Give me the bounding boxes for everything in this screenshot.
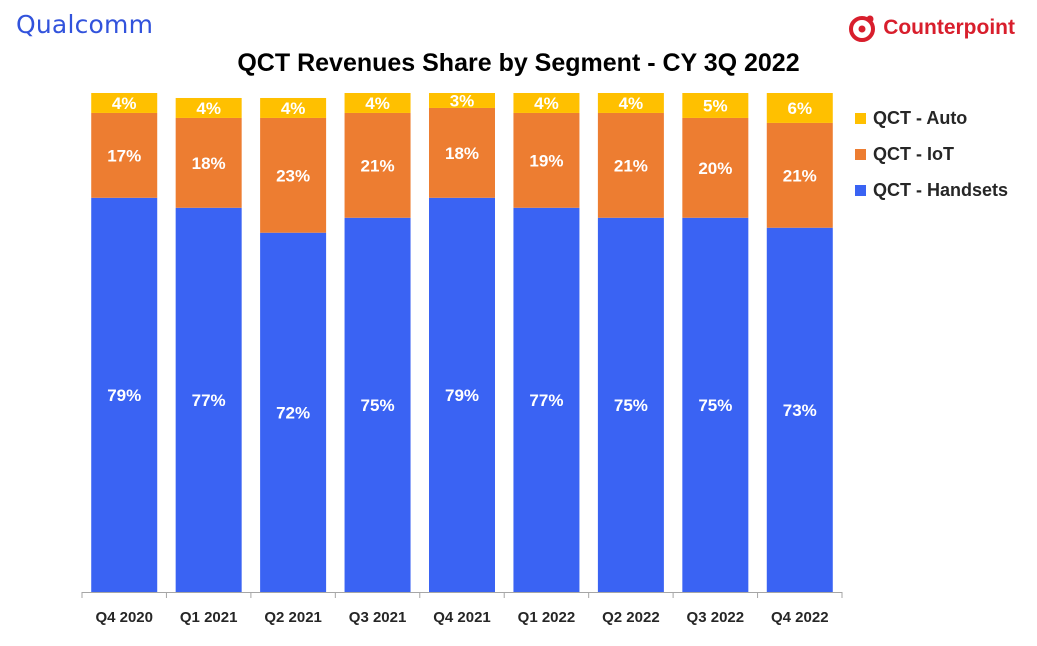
bar-segment-qct-iot [513, 112, 580, 208]
bar-segment-qct-handsets [91, 197, 158, 593]
data-label: 17% [107, 146, 141, 165]
data-label: 77% [529, 391, 563, 410]
bar-segment-qct-handsets [513, 207, 580, 592]
legend-swatch [855, 112, 866, 124]
bar-segment-qct-auto [429, 93, 495, 108]
bar-segment-qct-auto [91, 93, 158, 113]
counterpoint-logo: Counterpoint [847, 10, 1015, 46]
legend-label: QCT - Auto [873, 107, 968, 128]
bar-segment-qct-iot [260, 117, 327, 233]
data-label: 4% [281, 99, 306, 118]
legend-item: QCT - IoT [855, 136, 1008, 172]
data-label: 4% [196, 99, 221, 118]
data-label: 75% [614, 396, 648, 415]
counterpoint-mark-icon [849, 15, 876, 42]
bar-segment-qct-auto [344, 93, 411, 113]
bar-segment-qct-auto [260, 97, 327, 118]
x-tick-label: Q4 2020 [95, 609, 153, 626]
data-label: 19% [529, 151, 563, 170]
bar-segment-qct-iot [429, 107, 495, 198]
data-label: 23% [276, 166, 310, 185]
bar-segment-qct-handsets [175, 207, 242, 592]
data-label: 21% [361, 156, 395, 175]
bar-segment-qct-iot [766, 122, 833, 228]
data-label: 79% [107, 386, 141, 405]
bar-segment-qct-handsets [429, 197, 495, 593]
data-label: 20% [698, 159, 732, 178]
qualcomm-logo: Qualcomm [16, 10, 154, 39]
data-label: 3% [450, 91, 475, 110]
x-tick-label: Q1 2022 [518, 609, 576, 626]
bar-segment-qct-handsets [344, 217, 411, 592]
bar-segment-qct-handsets [766, 227, 833, 593]
legend-label: QCT - IoT [873, 143, 954, 164]
x-tick-label: Q3 2022 [687, 609, 745, 626]
chart-title: QCT Revenues Share by Segment - CY 3Q 20… [237, 49, 800, 77]
data-label: 4% [112, 94, 137, 113]
data-label: 6% [787, 99, 812, 118]
bar-segment-qct-iot [91, 112, 158, 198]
data-label: 4% [365, 94, 390, 113]
chart-legend: QCT - Auto QCT - IoT QCT - Handsets [855, 100, 1008, 208]
bar-segment-qct-auto [766, 93, 833, 123]
bar-segment-qct-handsets [597, 217, 664, 592]
x-tick-label: Q3 2021 [349, 609, 407, 626]
data-label: 5% [703, 96, 728, 115]
legend-item: QCT - Handsets [855, 172, 1008, 208]
bar-segment-qct-iot [597, 112, 664, 218]
data-label: 73% [783, 401, 817, 420]
data-label: 4% [619, 94, 644, 113]
bar-segment-qct-auto [513, 93, 580, 113]
x-tick-label: Q1 2021 [180, 609, 238, 626]
bar-segment-qct-handsets [260, 232, 327, 592]
bar-segment-qct-auto [175, 97, 242, 118]
x-tick-label: Q4 2022 [771, 609, 829, 626]
data-label: 18% [445, 144, 479, 163]
x-tick-label: Q4 2021 [433, 609, 491, 626]
x-tick-label: Q2 2022 [602, 609, 660, 626]
legend-label: QCT - Handsets [873, 179, 1009, 200]
bar-segment-qct-auto [597, 93, 664, 113]
data-label: 72% [276, 403, 310, 422]
bar-segment-qct-auto [682, 93, 749, 118]
legend-item: QCT - Auto [855, 100, 1008, 136]
data-label: 79% [445, 386, 479, 405]
data-label: 75% [361, 396, 395, 415]
bar-segment-qct-handsets [682, 217, 749, 592]
data-label: 21% [783, 166, 817, 185]
bar-segment-qct-iot [175, 117, 242, 208]
data-label: 4% [534, 94, 559, 113]
data-label: 21% [614, 156, 648, 175]
bar-segment-qct-iot [344, 112, 411, 218]
data-label: 18% [192, 154, 226, 173]
legend-swatch [855, 184, 866, 196]
data-label: 77% [192, 391, 226, 410]
legend-swatch [855, 148, 866, 160]
data-label: 75% [698, 396, 732, 415]
counterpoint-logo-text: Counterpoint [883, 16, 1015, 39]
bar-segment-qct-iot [682, 117, 749, 218]
x-tick-label: Q2 2021 [264, 609, 322, 626]
